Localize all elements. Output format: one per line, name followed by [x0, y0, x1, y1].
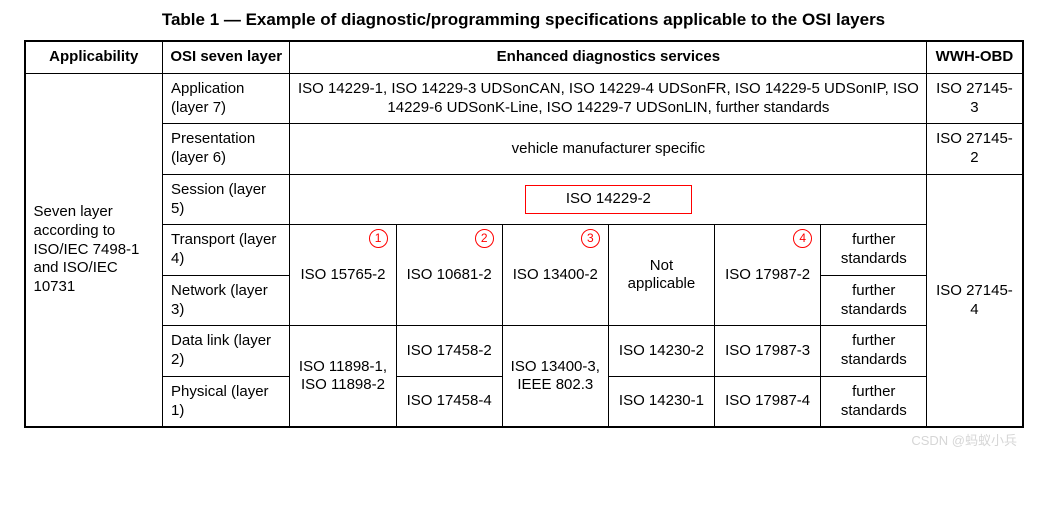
val-colA-43: ISO 15765-2 [300, 266, 385, 283]
cell-osi-l3: Network (layer 3) [163, 275, 290, 326]
osi-table: Applicability OSI seven layer Enhanced d… [24, 40, 1024, 428]
watermark-text: CSDN @蚂蚁小兵 [10, 428, 1037, 449]
cell-colF-4: further standards [821, 225, 927, 276]
cell-osi-l6: Presentation (layer 6) [163, 124, 290, 175]
cell-colE-43: 4 ISO 17987-2 [715, 225, 821, 326]
badge-3: 3 [581, 229, 600, 248]
cell-eds-l6: vehicle manufacturer specific [290, 124, 927, 175]
cell-colA-21: ISO 11898-1, ISO 11898-2 [290, 326, 396, 428]
cell-colB-2: ISO 17458-2 [396, 326, 502, 377]
table-caption: Table 1 — Example of diagnostic/programm… [10, 10, 1037, 30]
cell-wwh-lower: ISO 27145-4 [927, 174, 1023, 427]
val-colB-43: ISO 10681-2 [407, 266, 492, 283]
cell-wwh-l6: ISO 27145-2 [927, 124, 1023, 175]
cell-colE-2: ISO 17987-3 [715, 326, 821, 377]
cell-applicability: Seven layer according to ISO/IEC 7498-1 … [25, 73, 163, 427]
hdr-wwh: WWH-OBD [927, 41, 1023, 73]
hdr-applicability: Applicability [25, 41, 163, 73]
header-row: Applicability OSI seven layer Enhanced d… [25, 41, 1023, 73]
badge-4: 4 [793, 229, 812, 248]
cell-colB-1: ISO 17458-4 [396, 376, 502, 427]
cell-colC-43: 3 ISO 13400-2 [502, 225, 608, 326]
cell-colF-2: further standards [821, 326, 927, 377]
badge-1: 1 [369, 229, 388, 248]
row-layer7: Seven layer according to ISO/IEC 7498-1 … [25, 73, 1023, 124]
cell-osi-l7: Application (layer 7) [163, 73, 290, 124]
badge-2: 2 [475, 229, 494, 248]
val-colE-43: ISO 17987-2 [725, 266, 810, 283]
cell-eds-l5: ISO 14229-2 [290, 174, 927, 225]
cell-colD-1: ISO 14230-1 [608, 376, 714, 427]
cell-eds-l7: ISO 14229-1, ISO 14229-3 UDSonCAN, ISO 1… [290, 73, 927, 124]
red-highlight-box: ISO 14229-2 [525, 185, 692, 214]
cell-colA-43: 1 ISO 15765-2 [290, 225, 396, 326]
cell-colE-1: ISO 17987-4 [715, 376, 821, 427]
val-colC-43: ISO 13400-2 [513, 266, 598, 283]
hdr-eds: Enhanced diagnostics services [290, 41, 927, 73]
cell-colC-21: ISO 13400-3, IEEE 802.3 [502, 326, 608, 428]
cell-osi-l4: Transport (layer 4) [163, 225, 290, 276]
row-layer6: Presentation (layer 6) vehicle manufactu… [25, 124, 1023, 175]
cell-colD-2: ISO 14230-2 [608, 326, 714, 377]
cell-colF-3: further standards [821, 275, 927, 326]
hdr-osi: OSI seven layer [163, 41, 290, 73]
cell-osi-l1: Physical (layer 1) [163, 376, 290, 427]
cell-wwh-l7: ISO 27145-3 [927, 73, 1023, 124]
row-layer5: Session (layer 5) ISO 14229-2 ISO 27145-… [25, 174, 1023, 225]
row-layer4: Transport (layer 4) 1 ISO 15765-2 2 ISO … [25, 225, 1023, 276]
cell-colF-1: further standards [821, 376, 927, 427]
cell-osi-l2: Data link (layer 2) [163, 326, 290, 377]
cell-colD-43: Not applicable [608, 225, 714, 326]
cell-osi-l5: Session (layer 5) [163, 174, 290, 225]
row-layer2: Data link (layer 2) ISO 11898-1, ISO 118… [25, 326, 1023, 377]
cell-colB-43: 2 ISO 10681-2 [396, 225, 502, 326]
